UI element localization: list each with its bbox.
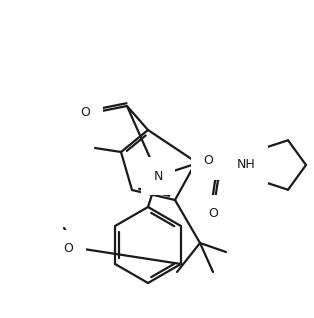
Text: O: O — [63, 243, 73, 255]
Text: O: O — [80, 106, 90, 119]
Text: NH: NH — [237, 158, 255, 171]
Text: N: N — [153, 169, 163, 183]
Text: O: O — [203, 155, 213, 168]
Text: O: O — [208, 207, 218, 220]
